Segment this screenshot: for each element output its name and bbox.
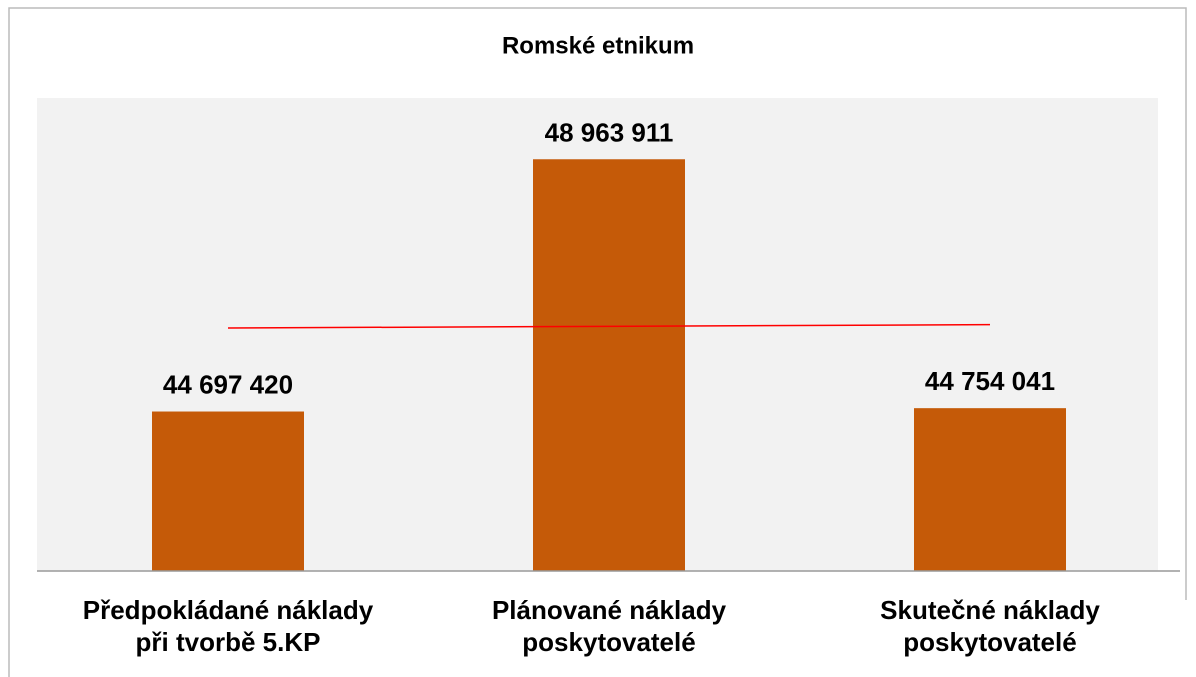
trendline bbox=[227, 323, 991, 329]
value-label: 44 754 041 bbox=[925, 366, 1055, 396]
chart-frame bbox=[8, 7, 1187, 677]
value-label: 44 697 420 bbox=[163, 370, 293, 400]
value-label: 48 963 911 bbox=[545, 117, 674, 147]
bar bbox=[533, 159, 685, 571]
bar bbox=[152, 411, 304, 571]
chart-title: Romské etnikum bbox=[502, 32, 694, 59]
x-tick-label: Předpokládané náklady při tvorbě 5.KP bbox=[82, 595, 374, 657]
x-tick-label: Skutečné náklady poskytovatelé bbox=[880, 595, 1100, 657]
bar bbox=[914, 408, 1066, 571]
x-tick-label: Plánované náklady poskytovatelé bbox=[491, 595, 727, 657]
